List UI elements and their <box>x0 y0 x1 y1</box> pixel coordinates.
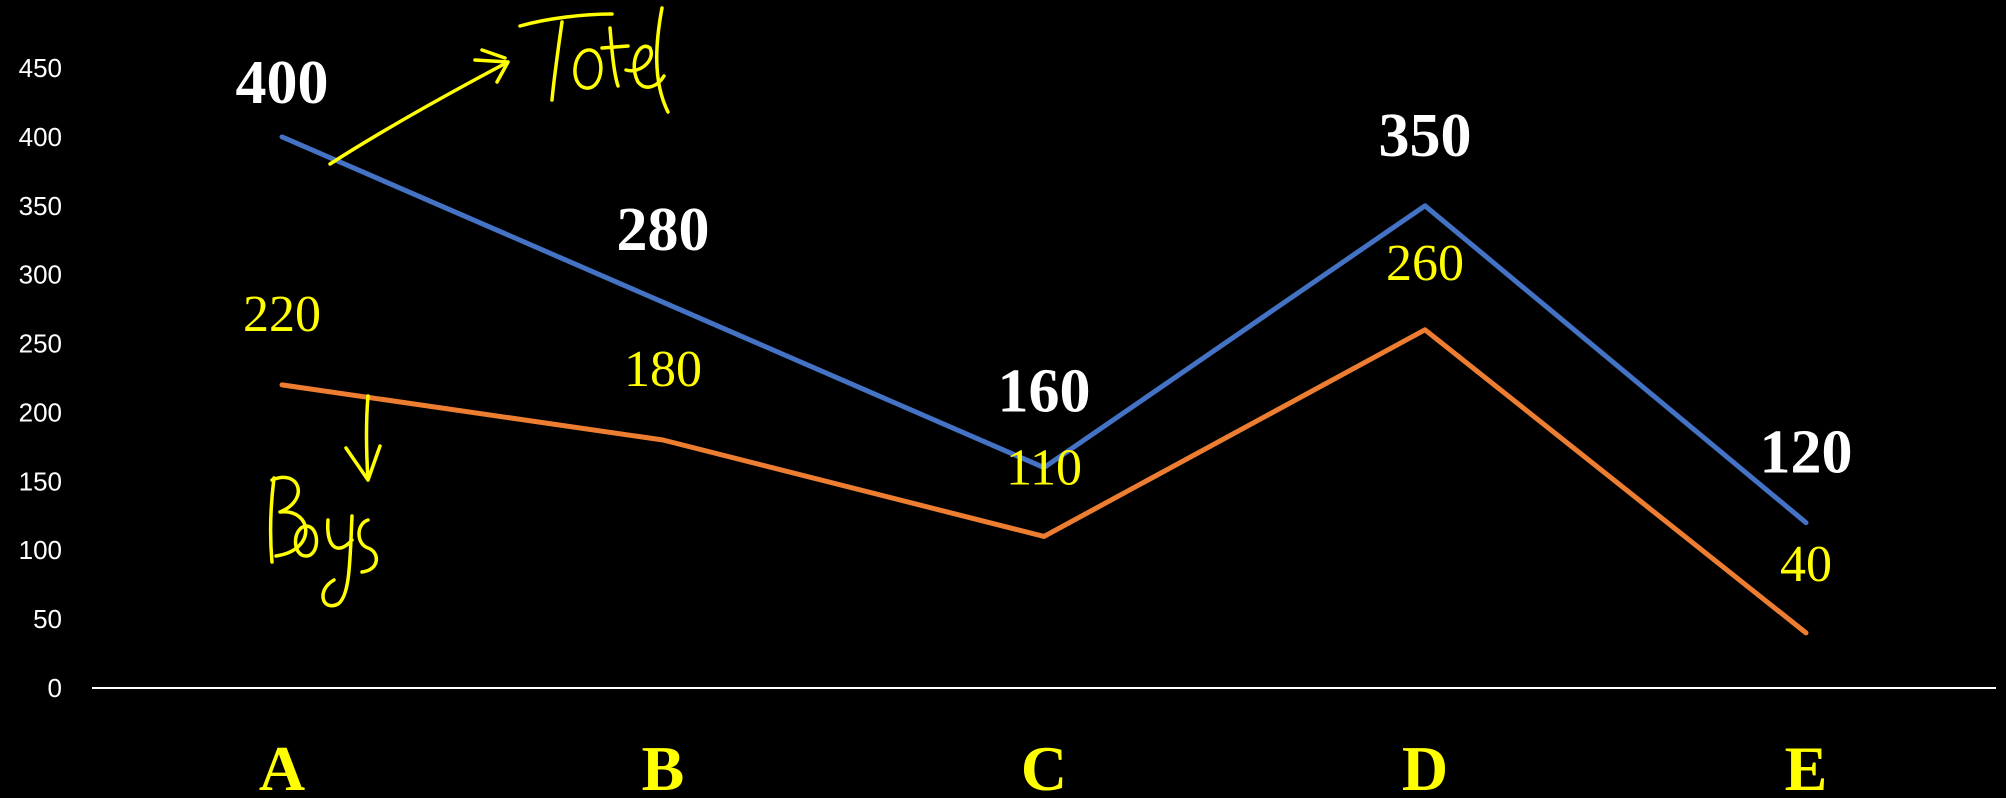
y-axis-ticks: 0 50 100 150 200 250 300 350 400 450 <box>19 53 62 703</box>
boys-data-label: 110 <box>1006 439 1082 496</box>
total-data-label: 160 <box>998 358 1091 426</box>
y-tick-label: 200 <box>19 397 62 427</box>
series-line-total <box>279 134 1809 526</box>
y-tick-label: 250 <box>19 329 62 359</box>
total-data-label: 350 <box>1379 102 1472 170</box>
y-tick-label: 0 <box>48 673 62 703</box>
boys-arrow-icon <box>344 394 382 482</box>
y-tick-label: 300 <box>19 260 62 290</box>
total-data-label: 280 <box>617 196 710 264</box>
x-tick-label-a: A <box>259 733 305 798</box>
total-handwritten-word <box>518 6 670 114</box>
x-tick-label-d: D <box>1402 733 1448 798</box>
y-tick-label: 100 <box>19 535 62 565</box>
x-tick-label-c: C <box>1021 733 1067 798</box>
x-tick-label-e: E <box>1785 733 1828 798</box>
series-layer <box>279 134 1809 636</box>
y-tick-label: 400 <box>19 122 62 152</box>
x-axis-ticks: A B C D E <box>259 733 1827 798</box>
boys-data-label: 40 <box>1780 536 1832 593</box>
boys-annotation <box>268 394 382 608</box>
y-tick-label: 150 <box>19 466 62 496</box>
total-data-label: 120 <box>1760 419 1853 487</box>
series-line-boys <box>279 327 1809 636</box>
y-tick-label: 450 <box>19 53 62 83</box>
total-annotation <box>328 6 670 166</box>
x-tick-label-b: B <box>642 733 685 798</box>
boys-data-label: 260 <box>1386 235 1464 292</box>
boys-data-label: 220 <box>243 286 321 343</box>
boys-data-label: 180 <box>624 341 702 398</box>
total-arrow-icon <box>328 48 510 166</box>
data-labels-layer: 400 280 160 350 120 220 180 110 260 40 <box>236 49 1853 593</box>
total-data-label: 400 <box>236 49 329 117</box>
boys-handwritten-word <box>268 475 378 608</box>
y-tick-label: 50 <box>33 604 62 634</box>
y-tick-label: 350 <box>19 191 62 221</box>
